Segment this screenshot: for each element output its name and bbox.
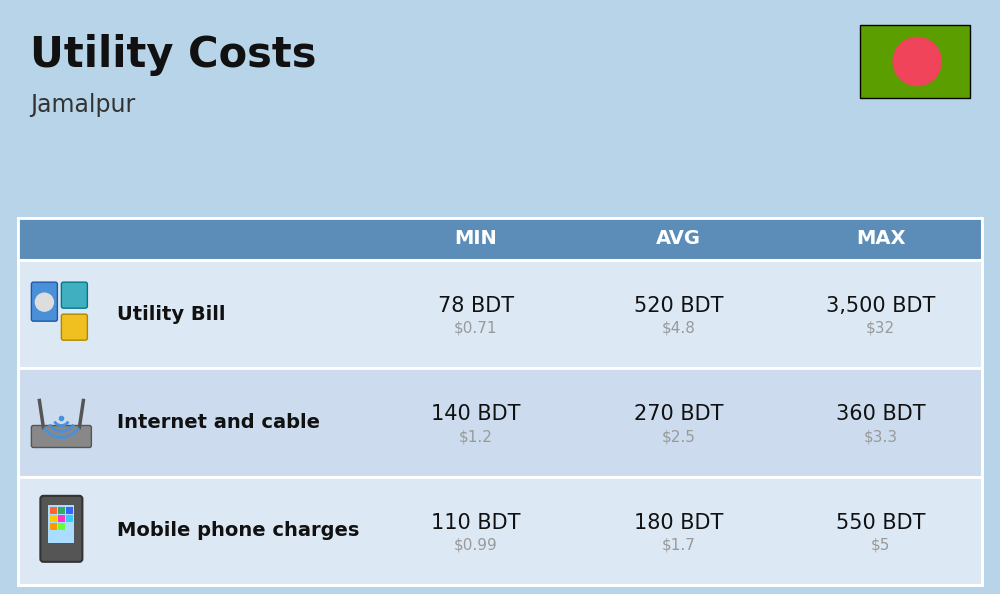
FancyBboxPatch shape	[18, 368, 982, 476]
FancyBboxPatch shape	[50, 515, 57, 522]
Text: Utility Bill: Utility Bill	[117, 305, 225, 324]
Text: $0.71: $0.71	[454, 321, 498, 336]
Text: 3,500 BDT: 3,500 BDT	[826, 296, 935, 316]
Text: Jamalpur: Jamalpur	[30, 93, 135, 117]
FancyBboxPatch shape	[66, 515, 73, 522]
Text: $32: $32	[866, 321, 895, 336]
Text: 360 BDT: 360 BDT	[836, 405, 926, 425]
Text: $1.7: $1.7	[661, 538, 695, 552]
FancyBboxPatch shape	[31, 282, 57, 321]
Text: 78 BDT: 78 BDT	[438, 296, 514, 316]
Text: 180 BDT: 180 BDT	[634, 513, 723, 533]
Text: $0.99: $0.99	[454, 538, 498, 552]
Circle shape	[893, 37, 941, 86]
FancyBboxPatch shape	[66, 507, 73, 514]
FancyBboxPatch shape	[40, 496, 82, 562]
Text: 140 BDT: 140 BDT	[431, 405, 521, 425]
FancyBboxPatch shape	[18, 476, 982, 585]
FancyBboxPatch shape	[31, 425, 91, 447]
Text: MAX: MAX	[856, 229, 906, 248]
Text: $5: $5	[871, 538, 890, 552]
FancyBboxPatch shape	[61, 282, 87, 308]
Text: $1.2: $1.2	[459, 429, 493, 444]
Text: 550 BDT: 550 BDT	[836, 513, 926, 533]
Text: 110 BDT: 110 BDT	[431, 513, 521, 533]
Text: $2.5: $2.5	[661, 429, 695, 444]
Text: $4.8: $4.8	[661, 321, 695, 336]
FancyBboxPatch shape	[860, 25, 970, 98]
FancyBboxPatch shape	[61, 314, 87, 340]
FancyBboxPatch shape	[50, 523, 57, 530]
FancyBboxPatch shape	[48, 505, 74, 543]
FancyBboxPatch shape	[58, 515, 65, 522]
FancyBboxPatch shape	[58, 523, 65, 530]
Circle shape	[35, 293, 53, 311]
FancyBboxPatch shape	[18, 260, 982, 368]
Text: 520 BDT: 520 BDT	[634, 296, 723, 316]
FancyBboxPatch shape	[50, 507, 57, 514]
Text: Utility Costs: Utility Costs	[30, 34, 316, 76]
Text: MIN: MIN	[455, 229, 497, 248]
Text: $3.3: $3.3	[864, 429, 898, 444]
Text: Internet and cable: Internet and cable	[117, 413, 320, 432]
Text: Mobile phone charges: Mobile phone charges	[117, 522, 359, 541]
FancyBboxPatch shape	[58, 507, 65, 514]
FancyBboxPatch shape	[18, 218, 982, 260]
Text: 270 BDT: 270 BDT	[634, 405, 723, 425]
Text: AVG: AVG	[656, 229, 701, 248]
